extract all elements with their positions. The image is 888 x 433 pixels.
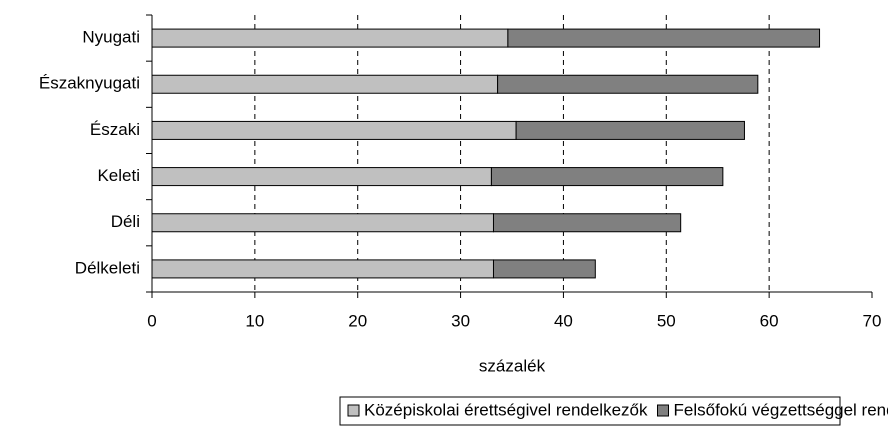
y-tick-label: Keleti: [97, 166, 140, 185]
bar-segment: [516, 121, 744, 139]
x-tick-label: 70: [863, 311, 882, 330]
legend-swatch: [658, 405, 669, 416]
x-tick-label: 60: [760, 311, 779, 330]
bar-segment: [152, 75, 498, 93]
bar-segment: [152, 214, 493, 232]
legend-label: Felsőfokú végzettséggel rendelkezők: [674, 400, 888, 419]
x-tick-label: 50: [657, 311, 676, 330]
bar-segment: [152, 29, 508, 47]
bar-segment: [498, 75, 758, 93]
y-tick-label: Délkeleti: [75, 258, 140, 277]
legend: Középiskolai érettségivel rendelkezők Fel…: [340, 397, 888, 425]
bar-segment: [508, 29, 820, 47]
y-tick-label: Északi: [90, 120, 140, 139]
y-tick-label: Déli: [111, 212, 140, 231]
x-tick-label: 40: [554, 311, 573, 330]
bar-segment: [493, 214, 680, 232]
x-tick-label: 0: [147, 311, 156, 330]
legend-swatch: [348, 405, 359, 416]
bar-segment: [152, 168, 491, 186]
x-tick-label: 20: [348, 311, 367, 330]
x-tick-label: 10: [245, 311, 264, 330]
bar-segment: [491, 168, 722, 186]
y-tick-label: Nyugati: [82, 28, 140, 47]
bar-segment: [152, 121, 516, 139]
bar-segment: [152, 260, 493, 278]
x-axis-label: százalék: [479, 356, 546, 375]
legend-label: Középiskolai érettségivel rendelkezők: [364, 400, 648, 419]
x-tick-label: 30: [451, 311, 470, 330]
bar-segment: [493, 260, 595, 278]
y-tick-label: Északnyugati: [39, 74, 140, 93]
